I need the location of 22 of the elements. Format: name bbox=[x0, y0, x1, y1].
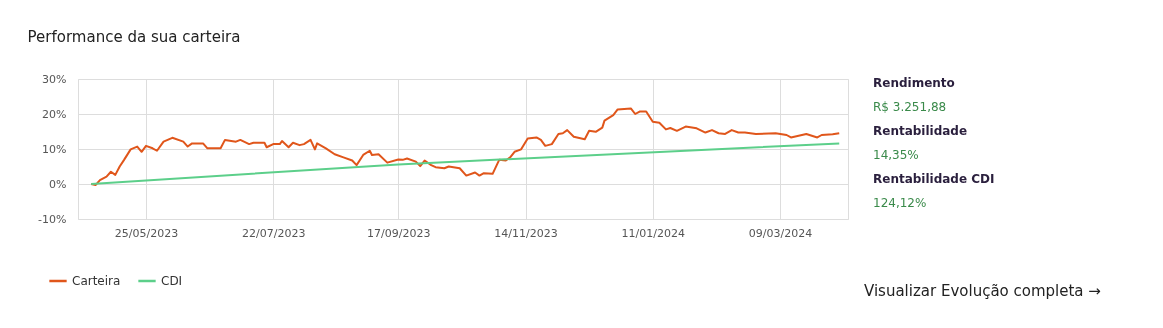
y-tick-label: -10% bbox=[38, 212, 67, 226]
line-series bbox=[90, 107, 841, 187]
text: Rendimento bbox=[873, 76, 955, 90]
y-tick-label: 30% bbox=[42, 72, 67, 86]
text: 124,12% bbox=[873, 196, 927, 210]
chart-title: Performance da sua carteira bbox=[27, 28, 241, 46]
x-tick-label: 11/01/2024 bbox=[621, 226, 685, 240]
y-tick-label: 0% bbox=[49, 177, 67, 191]
x-tick-label: 14/11/2023 bbox=[494, 226, 558, 240]
legend-label: CDI bbox=[161, 274, 183, 288]
y-tick-label: 20% bbox=[42, 107, 67, 121]
x-tick-label: 09/03/2024 bbox=[748, 226, 813, 240]
x-tick-label: 22/07/2023 bbox=[242, 226, 306, 240]
text: R$ 3.251,88 bbox=[873, 100, 947, 114]
text: Rentabilidade CDI bbox=[873, 172, 995, 186]
text: 14,35% bbox=[873, 148, 919, 162]
text: Visualizar Evolução completa → bbox=[864, 282, 1101, 300]
y-tick-label: 10% bbox=[42, 142, 67, 156]
x-tick-label: 17/09/2023 bbox=[367, 226, 431, 240]
text: Rentabilidade bbox=[873, 124, 968, 138]
legend-label: Carteira bbox=[72, 274, 121, 288]
x-tick-label: 25/05/2023 bbox=[114, 226, 179, 240]
